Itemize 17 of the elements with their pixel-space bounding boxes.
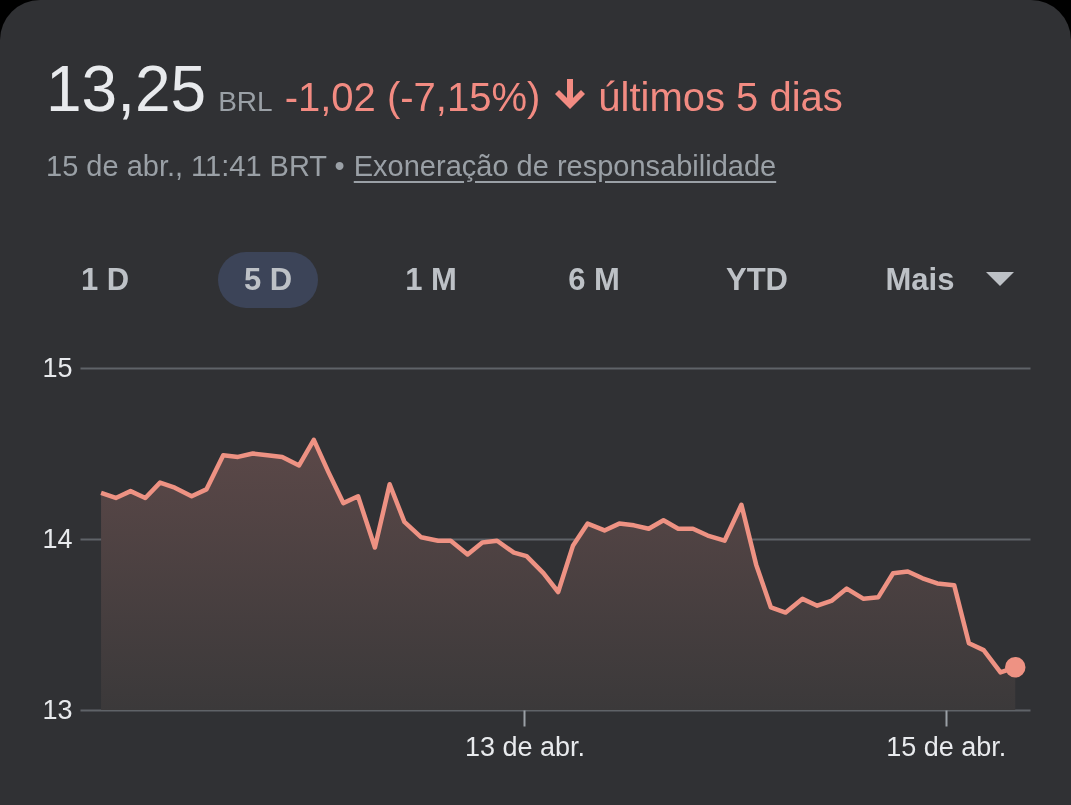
chart-title: 13,25 [46,52,207,126]
text: -1,02 (-7,15%) [284,75,541,120]
text: BRL [218,86,273,118]
text: Mais [884,261,956,299]
x-tick-label: 13 de abr. [464,731,586,762]
text: 6 M [567,261,621,299]
chart-subtitle: 15 de abr., 11:41 BRT • [46,150,345,182]
text: 5 D [218,252,318,308]
text: 1 M [404,261,458,299]
text: 1 D [79,261,131,299]
text: últimos 5 dias [598,75,843,120]
text: Exoneração de responsabilidade [353,150,777,182]
y-tick-label: 14 [42,523,73,554]
x-tick-label: 15 de abr. [886,731,1007,762]
y-tick-label: 13 [42,694,73,725]
text: YTD [725,261,789,299]
y-tick-label: 15 [42,352,73,383]
